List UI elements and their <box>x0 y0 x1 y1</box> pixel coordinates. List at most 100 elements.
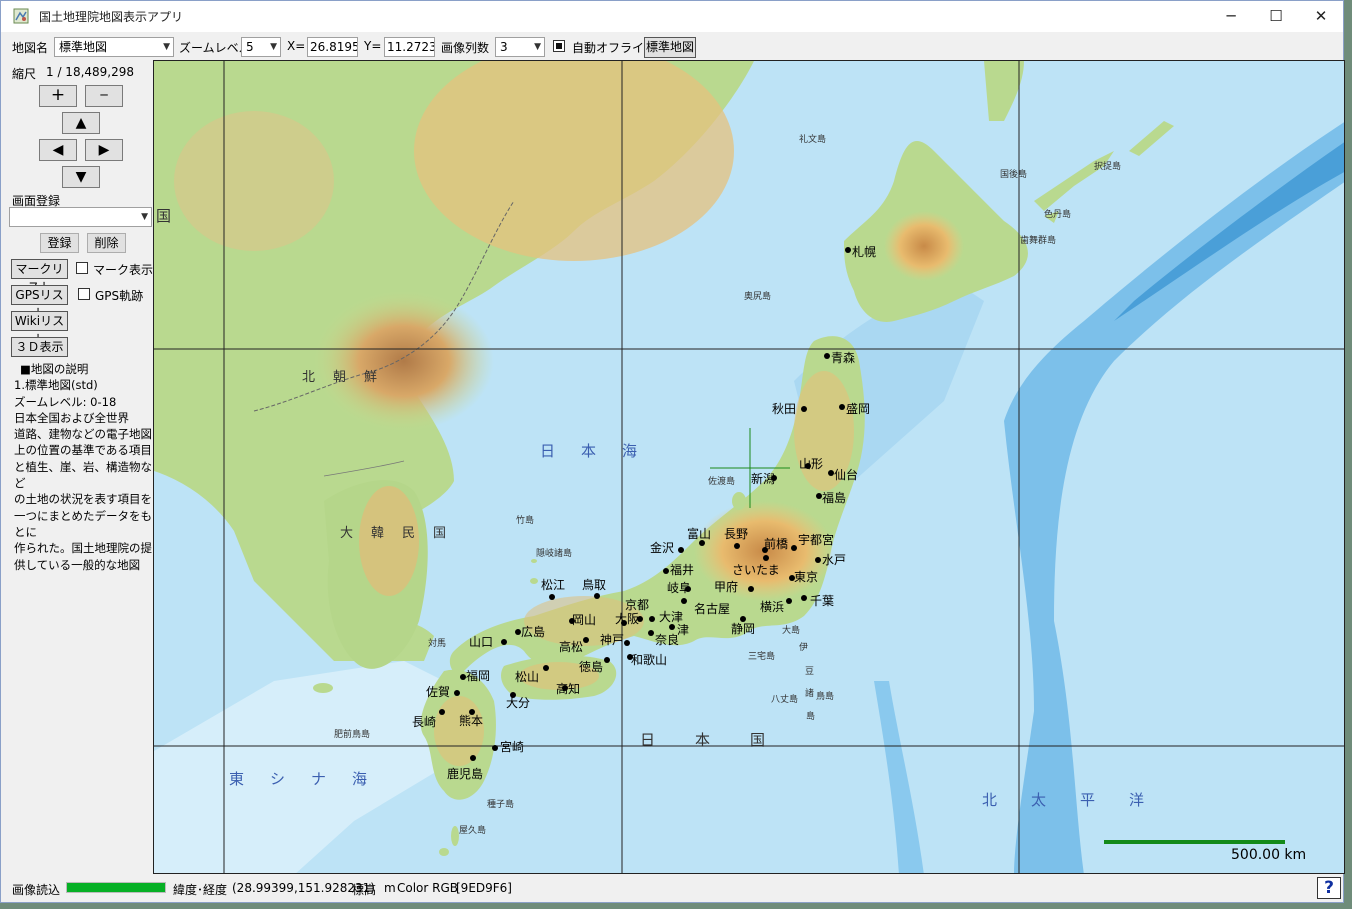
x-input[interactable]: 26.81959 <box>307 37 358 57</box>
city-label: 高松 <box>559 639 583 654</box>
screen-register-select[interactable]: ▼ <box>9 207 152 227</box>
border-line <box>323 460 405 477</box>
city-marker <box>501 639 507 645</box>
color-label: Color RGB <box>397 881 459 895</box>
land-sakhalin <box>984 61 1024 121</box>
city-label: 水戸 <box>822 553 846 567</box>
city-marker <box>637 616 643 622</box>
gps-track-checkbox[interactable] <box>78 288 90 300</box>
island-label: 対馬 <box>428 637 446 649</box>
gps-list-button[interactable]: GPSリスト <box>11 285 68 320</box>
gps-track-label: GPS軌跡 <box>95 289 144 303</box>
city-marker <box>669 624 675 630</box>
description-line: と植生、崖、岩、構造物など <box>14 459 152 491</box>
city-marker <box>569 618 575 624</box>
zoom-in-button[interactable]: + <box>39 85 77 107</box>
description-line: ■地図の説明 <box>20 362 89 376</box>
columns-select[interactable]: 3 ▼ <box>495 37 545 57</box>
minimize-button[interactable]: ─ <box>1226 7 1236 25</box>
description-line: 1.標準地図(std) <box>14 378 98 393</box>
columns-value: 3 <box>500 40 508 54</box>
zoom-select[interactable]: 5 ▼ <box>241 37 281 57</box>
city-label: 高知 <box>556 681 580 696</box>
city-label: 甲府 <box>714 579 738 594</box>
auto-offline-checkbox[interactable] <box>553 40 565 52</box>
city-label: 松江 <box>541 578 565 592</box>
city-marker <box>839 404 845 410</box>
city-label: 東京 <box>794 570 818 584</box>
register-button[interactable]: 登録 <box>40 233 79 253</box>
window-title: 国土地理院地図表示アプリ <box>39 10 184 24</box>
map-name-label: 地図名 <box>12 41 49 55</box>
map-name-select[interactable]: 標準地図 ▼ <box>54 37 174 57</box>
island <box>732 492 746 510</box>
land-kuril <box>1129 121 1174 156</box>
border-line <box>253 200 515 412</box>
mark-list-button[interactable]: マークリスト <box>11 259 68 294</box>
city-label: 福岡 <box>466 668 490 683</box>
city-label: 鳥取 <box>582 577 606 592</box>
view-3d-button[interactable]: ３Ｄ表示 <box>11 337 68 357</box>
city-label: 長野 <box>724 527 748 541</box>
coord-value: (28.99399,151.928231) <box>232 881 375 895</box>
city-label: 金沢 <box>650 540 674 555</box>
island-label: 国後島 <box>1000 168 1027 180</box>
city-label: 長崎 <box>412 715 436 729</box>
description-line: 道路、建物などの電子地図 <box>14 427 152 442</box>
city-label: 大津 <box>659 610 683 624</box>
help-button[interactable]: ? <box>1317 877 1341 899</box>
description-line: の土地の状況を表す項目を <box>14 492 152 507</box>
pan-up-button[interactable]: ▲ <box>62 112 100 134</box>
mark-display-checkbox[interactable] <box>76 262 88 274</box>
relief <box>519 662 599 690</box>
close-button[interactable]: ✕ <box>1314 7 1328 25</box>
description-line: 供している一般的な地図 <box>14 557 141 572</box>
map-name-value: 標準地図 <box>59 40 108 54</box>
island-label: 島 <box>806 710 815 722</box>
image-load-progress-fill <box>67 883 165 892</box>
city-marker <box>492 745 498 751</box>
wiki-list-button[interactable]: Wikiリスト <box>11 311 68 346</box>
delete-button[interactable]: 削除 <box>87 233 126 253</box>
city-marker <box>621 620 627 626</box>
city-marker <box>439 709 445 715</box>
standard-map-button[interactable]: 標準地図 <box>644 37 696 58</box>
elevation-unit: m <box>384 881 396 895</box>
chevron-down-icon: ▼ <box>270 42 277 52</box>
city-label: 大分 <box>506 696 530 710</box>
island-label: 佐渡島 <box>708 475 735 487</box>
city-label: 名古屋 <box>694 601 730 616</box>
pan-right-button[interactable]: ▶ <box>85 139 123 161</box>
city-label: 岡山 <box>572 613 596 627</box>
city-marker <box>734 543 740 549</box>
relief <box>794 371 854 491</box>
map-view[interactable]: 国北朝鮮 大韓民国 日本海 東シナ海 日本国 北太平洋 礼文島 国後島 択捉島 色丹島 歯舞群島奥… <box>153 60 1345 874</box>
pan-down-button[interactable]: ▼ <box>62 166 100 188</box>
city-marker <box>824 353 830 359</box>
island-label: 屋久島 <box>459 824 486 836</box>
maximize-button[interactable]: ☐ <box>1269 7 1283 25</box>
city-label: 横浜 <box>760 600 784 614</box>
city-marker <box>786 598 792 604</box>
city-label: 仙台 <box>834 467 858 482</box>
app-icon <box>13 8 29 24</box>
island-label: 種子島 <box>487 798 514 810</box>
y-input[interactable]: 11.27230 <box>384 37 435 57</box>
city-label: 奈良 <box>655 632 679 647</box>
city-marker <box>510 692 516 698</box>
city-marker <box>763 555 769 561</box>
city-label: 大阪 <box>615 612 639 626</box>
city-marker <box>845 247 851 253</box>
city-label: 山口 <box>469 635 493 649</box>
chevron-down-icon: ▼ <box>141 212 148 222</box>
toolbar: 地図名 標準地図 ▼ ズームレベル 5 ▼ X= 26.81959 Y= 11.… <box>1 32 1343 59</box>
city-marker <box>515 629 521 635</box>
city-label: 前橋 <box>764 536 788 551</box>
pan-left-button[interactable]: ◀ <box>39 139 77 161</box>
island-label: 豆 <box>805 666 814 677</box>
zoom-out-button[interactable]: ─ <box>85 85 123 107</box>
island-label: 歯舞群島 <box>1020 234 1056 246</box>
city-marker <box>470 755 476 761</box>
city-marker <box>594 593 600 599</box>
